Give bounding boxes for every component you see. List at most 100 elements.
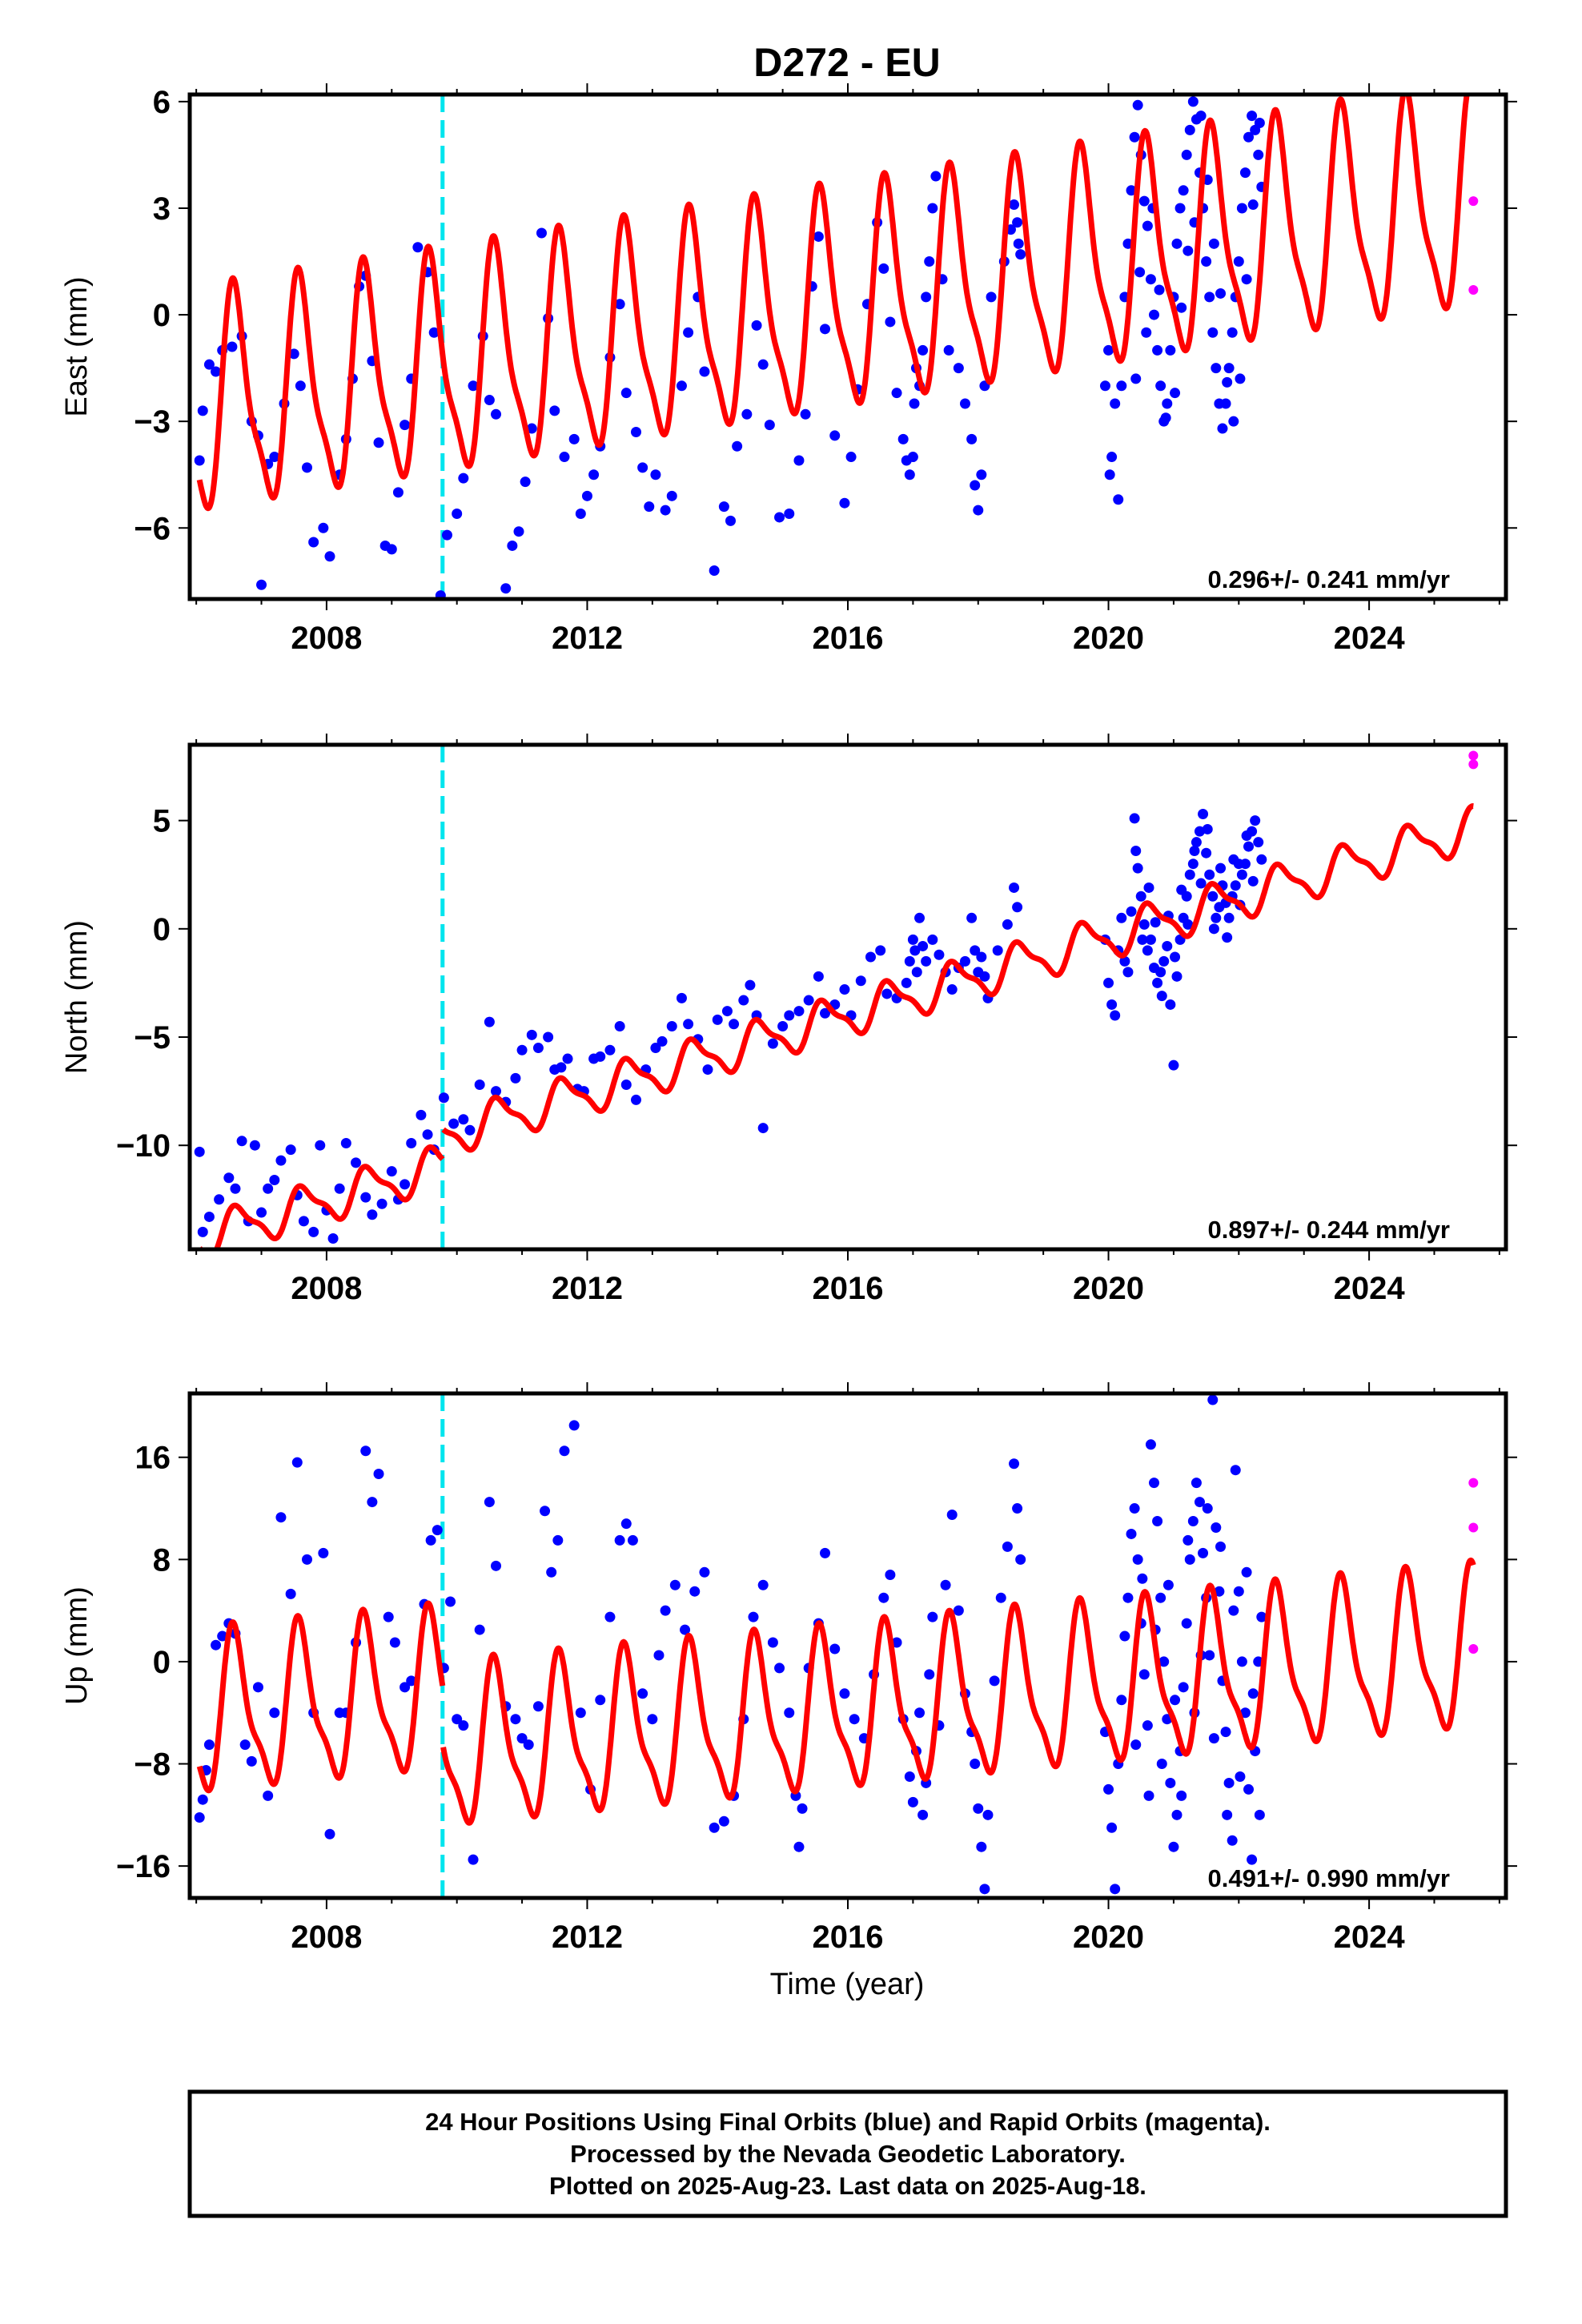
final-orbit-point — [203, 359, 215, 370]
final-orbit-point — [881, 988, 893, 999]
final-orbit-point — [976, 469, 987, 480]
final-orbit-point — [458, 472, 469, 484]
final-orbit-point — [513, 526, 524, 537]
final-orbit-point — [1130, 845, 1142, 856]
final-orbit-point — [637, 1688, 648, 1699]
final-orbit-point — [1137, 1573, 1148, 1584]
final-orbit-point — [1239, 1707, 1251, 1719]
final-orbit-point — [784, 1010, 795, 1021]
final-orbit-point — [1162, 940, 1173, 951]
final-orbit-point — [839, 1688, 850, 1699]
final-orbit-point — [1230, 880, 1241, 891]
final-orbit-point — [1160, 412, 1171, 424]
final-orbit-point — [1155, 1592, 1166, 1603]
final-orbit-point — [656, 1035, 668, 1047]
final-orbit-point — [660, 505, 671, 516]
final-orbit-point — [1201, 256, 1212, 267]
final-orbit-point — [389, 1637, 400, 1648]
final-orbit-point — [676, 992, 687, 1003]
final-orbit-point — [1214, 1586, 1225, 1597]
final-orbit-point — [445, 1596, 456, 1607]
final-orbit-point — [777, 1021, 789, 1032]
final-orbit-point — [360, 1445, 371, 1457]
final-orbit-point — [1132, 99, 1143, 111]
x-tick-label: 2012 — [552, 621, 623, 656]
final-orbit-point — [197, 1226, 208, 1237]
final-orbit-point — [559, 1445, 570, 1457]
rapid-orbit-point — [1468, 1478, 1479, 1488]
final-orbit-point — [966, 912, 978, 923]
final-orbit-point — [484, 1016, 495, 1027]
final-orbit-point — [263, 1790, 274, 1801]
final-orbit-point — [820, 1547, 831, 1558]
y-tick-label: 5 — [153, 804, 171, 839]
final-orbit-point — [855, 975, 866, 987]
final-orbit-point — [1194, 826, 1205, 837]
final-orbit-point — [1211, 1522, 1222, 1533]
y-tick-label: 0 — [153, 1645, 171, 1680]
final-orbit-point — [946, 1510, 958, 1521]
final-orbit-point — [239, 1739, 251, 1751]
final-orbit-point — [927, 203, 938, 214]
model-fit-curve — [197, 803, 1476, 1249]
final-orbit-point — [921, 292, 932, 303]
final-orbit-point — [865, 951, 876, 963]
final-orbit-point — [543, 1031, 554, 1043]
final-orbit-point — [909, 398, 920, 409]
final-orbit-point — [973, 505, 984, 516]
final-orbit-point — [1103, 344, 1114, 356]
final-orbit-point — [275, 1512, 287, 1523]
final-orbit-point — [1165, 999, 1176, 1010]
final-orbit-point — [526, 423, 537, 434]
final-orbit-point — [1145, 274, 1156, 285]
final-orbit-point — [1126, 906, 1137, 917]
final-orbit-point — [269, 1174, 280, 1185]
final-orbit-point — [1138, 919, 1150, 930]
final-orbit-point — [1208, 1733, 1219, 1744]
final-orbit-point — [510, 1714, 521, 1725]
y-tick-label: 0 — [153, 298, 171, 333]
final-orbit-point — [1228, 416, 1239, 427]
final-orbit-point — [885, 316, 896, 328]
final-orbit-point — [914, 1707, 926, 1719]
final-orbit-point — [793, 1006, 805, 1017]
final-orbit-point — [813, 231, 824, 242]
final-orbit-point — [614, 299, 625, 310]
final-orbit-point — [301, 462, 312, 473]
final-orbit-point — [757, 1579, 769, 1590]
final-orbit-point — [793, 1841, 805, 1852]
final-orbit-point — [630, 1094, 641, 1105]
final-orbit-point — [1156, 1759, 1167, 1770]
final-orbit-point — [194, 1146, 205, 1157]
final-orbit-point — [970, 1759, 981, 1770]
final-orbit-point — [820, 324, 831, 335]
final-orbit-point — [917, 940, 929, 951]
final-orbit-point — [298, 1216, 309, 1227]
final-orbit-point — [197, 405, 208, 416]
plot-frame — [187, 92, 1508, 601]
final-orbit-point — [680, 1624, 691, 1635]
final-orbit-point — [1129, 813, 1140, 824]
final-orbit-point — [340, 1138, 351, 1149]
final-orbit-point — [986, 292, 997, 303]
final-orbit-point — [1211, 363, 1222, 374]
final-orbit-point — [1223, 363, 1235, 374]
final-orbit-point — [940, 1579, 951, 1590]
footer-line-2: Processed by the Nevada Geodetic Laborat… — [570, 2140, 1126, 2168]
final-orbit-point — [1132, 862, 1143, 874]
final-orbit-point — [784, 1707, 795, 1719]
final-orbit-point — [1243, 1783, 1255, 1795]
x-tick-label: 2008 — [291, 1920, 362, 1955]
final-orbit-point — [1201, 847, 1212, 858]
final-orbit-point — [891, 388, 902, 399]
final-orbit-point — [416, 1109, 427, 1120]
final-orbit-point — [203, 1739, 215, 1751]
final-orbit-point — [1099, 380, 1110, 392]
final-orbit-point — [620, 1518, 632, 1530]
final-orbit-point — [774, 512, 785, 523]
final-orbit-point — [1233, 1586, 1244, 1597]
final-orbit-point — [712, 1014, 723, 1025]
final-orbit-point — [288, 348, 299, 360]
final-orbit-point — [468, 380, 479, 392]
final-orbit-point — [917, 344, 929, 356]
